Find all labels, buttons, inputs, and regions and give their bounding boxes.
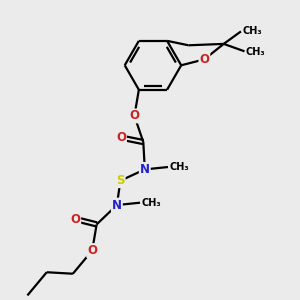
Text: O: O	[129, 110, 140, 122]
Text: O: O	[87, 244, 97, 257]
Text: N: N	[140, 163, 150, 176]
Text: O: O	[200, 53, 209, 66]
Text: CH₃: CH₃	[169, 162, 189, 172]
Text: O: O	[70, 212, 80, 226]
Text: N: N	[112, 199, 122, 212]
Text: CH₃: CH₃	[246, 47, 265, 57]
Text: O: O	[116, 131, 126, 144]
Text: CH₃: CH₃	[242, 26, 262, 35]
Text: S: S	[116, 174, 125, 187]
Text: CH₃: CH₃	[141, 198, 161, 208]
